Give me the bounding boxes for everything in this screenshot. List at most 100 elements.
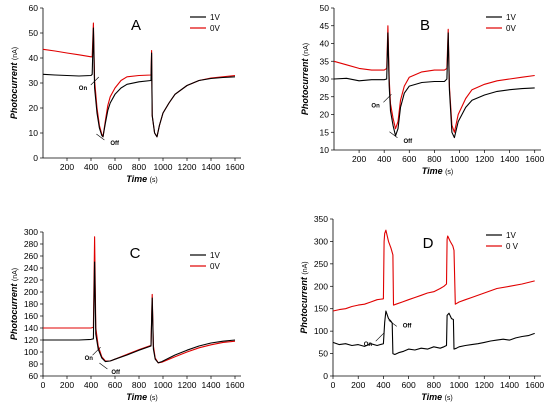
y-tick-label: 240 — [24, 263, 38, 273]
x-tick-label: 400 — [376, 380, 390, 390]
x-tick-label: 400 — [84, 162, 98, 172]
x-tick-label: 1200 — [178, 162, 197, 172]
x-tick-label: 800 — [427, 380, 441, 390]
y-tick-label: 80 — [29, 359, 39, 369]
x-tick-label: 600 — [108, 380, 122, 390]
annotation-on: On — [364, 342, 373, 348]
x-axis-title: Time (s) — [421, 392, 453, 402]
x-tick-label: 1200 — [475, 154, 494, 164]
panel-letter: D — [423, 235, 434, 252]
annotation-on: On — [79, 86, 88, 92]
y-axis-unit: (nA) — [12, 268, 19, 281]
x-axis-unit: (s) — [445, 395, 453, 402]
panel-letter: C — [130, 245, 141, 262]
y-axis-title: Photocurrent (nA) — [9, 268, 19, 340]
series-line-0v — [43, 236, 236, 364]
panel-letter: A — [131, 17, 141, 34]
y-tick-label: 0 — [33, 153, 38, 163]
y-tick-label: 10 — [320, 145, 330, 155]
series-line-0v — [332, 229, 535, 312]
y-tick-label: 40 — [29, 53, 39, 63]
x-tick-label: 200 — [60, 162, 74, 172]
legend-label: 1V — [506, 13, 516, 22]
y-tick-label: 200 — [314, 281, 328, 291]
annotation-off: Off — [403, 323, 413, 329]
annotation-pointer — [389, 131, 398, 139]
y-tick-label: 10 — [29, 128, 39, 138]
legend-label: 0V — [210, 24, 220, 33]
legend-label: 0V — [506, 24, 516, 33]
x-tick-label: 1000 — [154, 380, 173, 390]
x-tick-label: 0 — [41, 380, 46, 390]
annotation-off: Off — [110, 141, 120, 147]
x-tick-label: 1600 — [525, 154, 544, 164]
y-tick-label: 50 — [319, 349, 329, 359]
y-axis-unit: (nA) — [303, 43, 310, 56]
x-tick-label: 400 — [84, 380, 98, 390]
y-axis-title: Photocurrent (nA) — [299, 261, 309, 333]
legend-label: 0V — [210, 262, 220, 271]
x-tick-label: 1600 — [525, 380, 544, 390]
x-tick-label: 400 — [377, 154, 391, 164]
y-tick-label: 300 — [314, 236, 328, 246]
y-tick-label: 160 — [24, 311, 38, 321]
y-tick-label: 15 — [320, 127, 330, 137]
x-tick-label: 1400 — [202, 162, 221, 172]
y-tick-label: 300 — [24, 227, 38, 237]
y-tick-label: 50 — [29, 28, 39, 38]
x-tick-label: 800 — [427, 154, 441, 164]
x-tick-label: 200 — [352, 154, 366, 164]
x-axis-title: Time (s) — [422, 166, 454, 176]
annotation-off: Off — [403, 139, 413, 145]
x-axis-title: Time (s) — [126, 174, 158, 184]
y-tick-label: 60 — [29, 371, 39, 381]
y-tick-label: 350 — [314, 214, 328, 224]
x-tick-label: 0 — [331, 380, 336, 390]
annotation-pointer — [92, 346, 101, 356]
annotation-pointer — [90, 76, 100, 86]
x-tick-label: 800 — [132, 162, 146, 172]
y-tick-label: 40 — [320, 39, 330, 49]
x-tick-label: 200 — [60, 380, 74, 390]
series-line-1v — [42, 27, 236, 138]
x-tick-label: 1000 — [450, 154, 469, 164]
x-tick-label: 1600 — [226, 162, 245, 172]
x-tick-label: 800 — [132, 380, 146, 390]
legend-label: 0 V — [506, 242, 519, 251]
x-tick-label: 1600 — [226, 380, 245, 390]
y-axis-unit: (nA) — [302, 261, 309, 274]
y-tick-label: 100 — [24, 347, 38, 357]
x-tick-label: 1400 — [202, 380, 221, 390]
x-tick-label: 600 — [402, 380, 416, 390]
y-tick-label: 200 — [24, 287, 38, 297]
annotation-pointer — [383, 94, 392, 103]
y-tick-label: 45 — [320, 21, 330, 31]
y-tick-label: 30 — [320, 74, 330, 84]
y-axis-unit: (nA) — [12, 47, 19, 60]
y-tick-label: 20 — [320, 110, 330, 120]
y-tick-label: 30 — [29, 78, 39, 88]
panel-letter: B — [420, 17, 430, 34]
y-tick-label: 260 — [24, 251, 38, 261]
x-axis-unit: (s) — [150, 395, 158, 402]
x-axis-unit: (s) — [445, 169, 453, 176]
y-tick-label: 100 — [314, 326, 328, 336]
annotation-pointer — [99, 362, 108, 370]
series-line-1v — [333, 32, 535, 139]
x-tick-label: 600 — [108, 162, 122, 172]
y-tick-label: 25 — [320, 92, 330, 102]
series-line-1v — [332, 310, 535, 356]
annotation-off: Off — [111, 370, 121, 376]
y-tick-label: 0 — [323, 371, 328, 381]
y-tick-label: 120 — [24, 335, 38, 345]
annotation-pointer — [388, 320, 397, 327]
series-line-1v — [43, 261, 236, 364]
x-tick-label: 1400 — [500, 154, 519, 164]
y-tick-label: 250 — [314, 259, 328, 269]
y-axis-title: Photocurrent (nA) — [9, 47, 19, 119]
x-axis-title: Time (s) — [126, 392, 158, 402]
chart-panel-c: 60 80 100 120 140 160 180 200 220 240 260 280 300 0 20… — [9, 227, 245, 402]
annotation-pointer — [96, 133, 105, 141]
chart-panel-a: 0 10 20 30 40 50 60 200 400 600 800 1000 1200 1400 160… — [9, 3, 245, 184]
